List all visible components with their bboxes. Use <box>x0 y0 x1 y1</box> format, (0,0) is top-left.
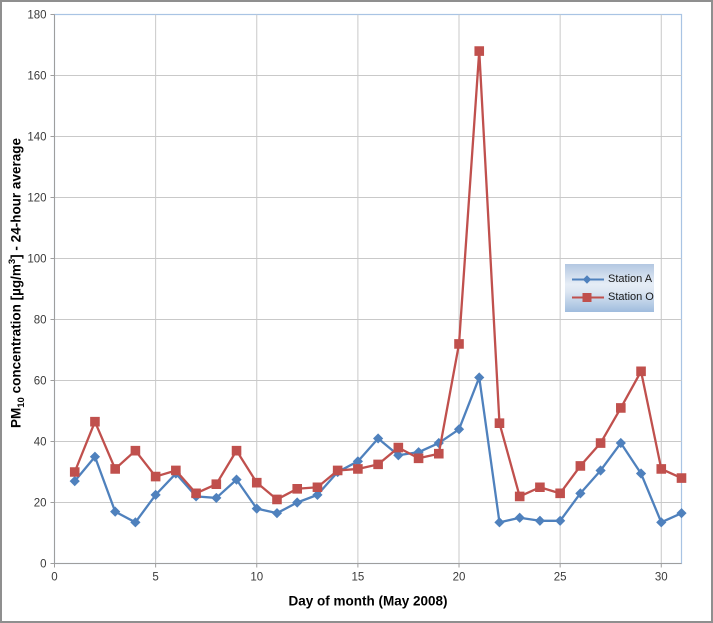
data-point-station-a-day-26 <box>575 488 586 499</box>
data-point-station-o-day-29 <box>636 366 646 377</box>
data-point-station-a-day-17 <box>393 450 404 461</box>
data-point-station-o-day-26 <box>575 461 586 471</box>
y-axis-title-mid: concentration [µg/m <box>8 264 24 398</box>
y-axis-title-prefix: PM <box>8 407 24 428</box>
data-point-station-a-day-29 <box>635 468 647 479</box>
data-point-station-o-day-4 <box>130 445 141 456</box>
data-point-station-a-day-24 <box>534 515 546 526</box>
data-point-station-o-day-3 <box>110 464 120 474</box>
x-tick-label-20: 20 <box>453 572 466 584</box>
legend: Station A Station O <box>565 264 654 312</box>
data-point-station-o-day-2 <box>90 416 100 427</box>
x-tick-label-0: 0 <box>51 572 57 584</box>
data-point-station-a-day-13 <box>312 489 323 500</box>
legend-label-station-a: Station A <box>608 273 653 285</box>
data-point-station-a-day-20 <box>453 424 465 435</box>
x-tick-label-30: 30 <box>655 572 668 584</box>
y-axis-title-superscript: 3 <box>6 258 18 265</box>
legend-item-station-o: Station O <box>571 290 654 304</box>
y-tick-label-100: 100 <box>27 254 46 266</box>
data-point-station-a-day-4 <box>130 517 141 528</box>
data-point-station-a-day-12 <box>292 497 303 508</box>
data-point-station-o-day-22 <box>494 418 505 428</box>
y-tick-label-0: 0 <box>40 559 46 571</box>
data-point-station-o-day-5 <box>150 471 161 482</box>
y-tick-label-60: 60 <box>34 376 47 388</box>
x-tick-label-25: 25 <box>554 572 567 584</box>
data-point-station-o-day-11 <box>272 494 282 505</box>
data-point-station-o-day-16 <box>373 459 383 470</box>
data-point-station-o-day-27 <box>595 438 606 448</box>
data-point-station-o-day-28 <box>616 403 626 413</box>
data-point-station-a-day-11 <box>271 508 283 519</box>
data-point-station-o-day-18 <box>413 453 424 464</box>
data-point-station-o-day-23 <box>514 491 525 502</box>
y-axis-title-subscript: 10 <box>16 397 28 408</box>
data-point-station-a-day-23 <box>514 512 525 523</box>
data-point-station-a-day-2 <box>89 451 101 462</box>
data-point-station-o-day-20 <box>454 339 464 349</box>
data-point-station-o-day-30 <box>656 464 667 474</box>
data-point-station-o-day-8 <box>211 479 222 489</box>
y-tick-label-180: 180 <box>27 10 46 22</box>
data-point-station-o-day-15 <box>353 464 363 474</box>
data-point-station-o-day-12 <box>292 483 303 494</box>
data-point-station-a-day-31 <box>676 508 687 519</box>
data-point-station-o-day-6 <box>171 465 181 476</box>
data-point-station-a-day-28 <box>615 437 626 449</box>
data-point-station-a-day-22 <box>494 517 505 528</box>
data-point-station-o-day-31 <box>676 473 687 483</box>
y-tick-label-20: 20 <box>34 498 47 510</box>
data-point-station-a-day-21 <box>474 372 485 383</box>
data-point-station-a-day-3 <box>110 506 121 517</box>
data-point-station-o-day-19 <box>433 448 444 459</box>
line-square-marker-icon <box>572 292 604 302</box>
data-point-station-a-day-5 <box>150 489 161 500</box>
data-point-station-a-day-25 <box>555 515 566 526</box>
data-point-station-a-day-30 <box>656 517 667 528</box>
x-axis-title: Day of month (May 2008) <box>288 593 448 609</box>
data-point-station-a-day-1 <box>69 476 80 487</box>
y-axis-title: PM10 concentration [µg/m3] - 24-hour ave… <box>7 138 27 428</box>
data-point-station-o-day-21 <box>474 46 485 56</box>
y-axis-title-suffix: ] - 24-hour average <box>8 138 24 259</box>
data-point-station-o-day-25 <box>555 488 565 499</box>
series-line-station-a <box>73 376 682 524</box>
y-tick-label-160: 160 <box>27 71 46 83</box>
y-tick-label-80: 80 <box>34 315 47 327</box>
x-tick-label-10: 10 <box>250 572 263 584</box>
x-tick-label-5: 5 <box>152 572 158 584</box>
data-point-station-a-day-16 <box>373 433 384 444</box>
data-point-station-o-day-17 <box>393 442 404 453</box>
data-point-station-a-day-9 <box>231 474 242 485</box>
legend-label-station-o: Station O <box>608 291 654 303</box>
data-point-station-o-day-9 <box>231 445 242 456</box>
line-diamond-marker-icon <box>572 274 604 284</box>
legend-marker-square-icon <box>582 292 592 302</box>
y-tick-label-120: 120 <box>27 193 46 205</box>
data-point-station-a-day-8 <box>211 492 222 504</box>
legend-item-station-a: Station A <box>571 272 654 286</box>
data-point-station-a-day-10 <box>251 503 262 514</box>
data-point-station-o-day-1 <box>69 467 80 477</box>
data-point-station-o-day-10 <box>251 477 262 488</box>
x-tick-label-15: 15 <box>351 572 364 584</box>
y-tick-label-40: 40 <box>34 437 47 449</box>
legend-marker-diamond-icon <box>582 274 592 284</box>
data-point-station-o-day-13 <box>312 482 323 493</box>
data-point-station-a-day-27 <box>595 465 606 476</box>
data-point-station-o-day-14 <box>332 465 343 476</box>
y-tick-label-140: 140 <box>27 132 46 144</box>
data-point-station-o-day-24 <box>535 482 545 493</box>
data-point-station-o-day-7 <box>191 488 201 499</box>
